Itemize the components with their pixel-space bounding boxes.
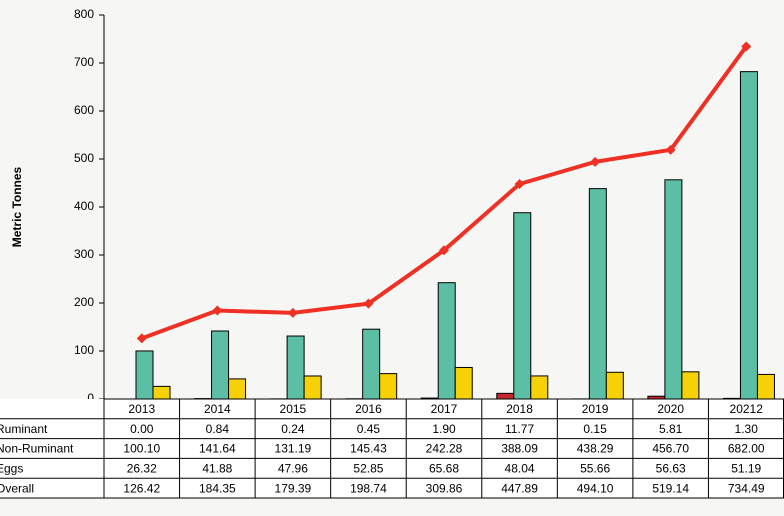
table-cell: 5.81 (659, 422, 683, 436)
bar (211, 330, 230, 400)
line-marker (514, 179, 525, 190)
table-cell: 141.64 (199, 442, 236, 456)
y-tick-label: 0 (87, 391, 94, 405)
table-cell: 0.45 (357, 422, 381, 436)
y-tick-label: 500 (74, 151, 94, 165)
line-marker (590, 156, 601, 167)
table-cell: 126.42 (123, 481, 160, 495)
table-cell: 198.74 (350, 481, 387, 495)
bar (756, 373, 775, 400)
y-tick-label: 600 (74, 103, 94, 117)
bar (286, 335, 305, 400)
table-cell: 100.10 (123, 442, 160, 456)
legend-label: Overall (0, 481, 34, 495)
bar (437, 282, 456, 400)
table-cell: 242.28 (426, 442, 463, 456)
table-cell: 65.68 (429, 461, 459, 475)
table-cell: 447.89 (501, 481, 538, 495)
bar (454, 366, 473, 400)
y-tick-label: 300 (74, 247, 94, 261)
x-tick-label: 2015 (280, 402, 307, 416)
table-cell: 145.43 (350, 442, 387, 456)
legend-label: Eggs (0, 461, 23, 475)
y-tick-label: 800 (74, 7, 94, 21)
line-marker (363, 298, 374, 309)
table-cell: 179.39 (275, 481, 312, 495)
x-tick-label: 2018 (506, 402, 533, 416)
line-marker (287, 307, 298, 318)
table-cell: 519.14 (652, 481, 689, 495)
table-cell: 309.86 (426, 481, 463, 495)
y-tick-label: 700 (74, 55, 94, 69)
line-marker (212, 305, 223, 316)
table-cell: 48.04 (505, 461, 535, 475)
table-cell: 55.66 (580, 461, 610, 475)
bar (605, 371, 624, 400)
bar (664, 179, 683, 400)
table-cell: 438.29 (577, 442, 614, 456)
table-cell: 0.15 (583, 422, 607, 436)
x-tick-label: 2014 (204, 402, 231, 416)
line-marker (136, 333, 147, 344)
legend-label: Ruminant (0, 422, 48, 436)
bar (228, 378, 247, 400)
x-tick-label: 20212 (730, 402, 764, 416)
table-cell: 131.19 (275, 442, 312, 456)
bar (362, 328, 381, 400)
x-tick-label: 2017 (431, 402, 458, 416)
table-cell: 51.19 (731, 461, 761, 475)
table-cell: 0.00 (130, 422, 154, 436)
legend-label: Non-Ruminant (0, 442, 74, 456)
bar (303, 375, 322, 400)
bar (496, 392, 515, 400)
table-cell: 184.35 (199, 481, 236, 495)
bar (739, 71, 758, 400)
table-bg (0, 399, 784, 498)
table-cell: 1.30 (735, 422, 759, 436)
line-marker (439, 245, 449, 256)
bar (588, 188, 607, 400)
bar (379, 373, 398, 400)
x-tick-label: 2013 (128, 402, 155, 416)
table-cell: 494.10 (577, 481, 614, 495)
table-cell: 11.77 (505, 422, 534, 436)
table-cell: 41.88 (202, 461, 232, 475)
line-marker (665, 144, 676, 155)
table-cell: 682.00 (728, 442, 765, 456)
table-cell: 456.70 (652, 442, 689, 456)
y-tick-label: 400 (74, 199, 94, 213)
y-tick-label: 100 (74, 343, 94, 357)
table-cell: 0.84 (206, 422, 230, 436)
table-cell: 388.09 (501, 442, 538, 456)
table-cell: 734.49 (728, 481, 765, 495)
x-tick-label: 2016 (355, 402, 382, 416)
table-cell: 26.32 (127, 461, 157, 475)
bar (152, 385, 171, 400)
bar (681, 371, 700, 400)
y-tick-label: 200 (74, 295, 94, 309)
table-cell: 1.90 (432, 422, 456, 436)
table-cell: 47.96 (278, 461, 308, 475)
bar (513, 212, 532, 400)
bar (135, 350, 154, 400)
table-cell: 52.85 (353, 461, 383, 475)
y-axis-label: Metric Tonnes (10, 166, 24, 247)
table-cell: 0.24 (281, 422, 305, 436)
x-tick-label: 2019 (582, 402, 609, 416)
bar (530, 375, 549, 400)
x-tick-label: 2020 (657, 402, 684, 416)
table-cell: 56.63 (656, 461, 686, 475)
line-marker (741, 41, 752, 52)
